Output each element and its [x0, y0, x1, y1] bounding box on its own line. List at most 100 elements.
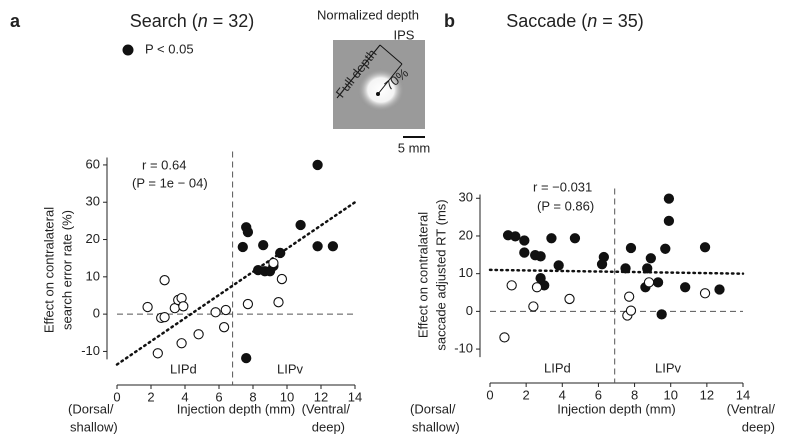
- data-point: [276, 273, 288, 285]
- data-point: [645, 253, 656, 264]
- y-tick-label: 60: [86, 156, 100, 171]
- data-point: [699, 288, 711, 299]
- data-point: [242, 298, 254, 310]
- data-point: [699, 242, 711, 253]
- data-point: [624, 291, 635, 302]
- title-part: n: [587, 11, 597, 31]
- x-tick-label: 2: [523, 387, 530, 402]
- data-point: [510, 231, 521, 242]
- title-part: Search (: [130, 11, 198, 31]
- data-point: [663, 215, 675, 227]
- data-point: [625, 305, 637, 316]
- fit-line: [488, 268, 745, 275]
- inset-arrow: [377, 63, 403, 95]
- data-point: [142, 301, 153, 313]
- x-tick-label: 8: [631, 387, 638, 402]
- data-point: [193, 329, 204, 340]
- x-tick-label: 12: [314, 389, 328, 404]
- x-tick-label: 10: [280, 389, 294, 404]
- data-point: [499, 332, 510, 343]
- data-point: [519, 247, 530, 258]
- x-tick-label: 0: [486, 387, 493, 402]
- y-tick-label: 10: [459, 265, 473, 280]
- data-point: [652, 277, 664, 288]
- data-point: [714, 284, 725, 295]
- x-tick-label: 4: [181, 389, 188, 404]
- data-point: [159, 275, 170, 286]
- data-point: [241, 352, 252, 364]
- data-point: [176, 338, 187, 349]
- data-point: [643, 277, 655, 288]
- data-point: [519, 235, 530, 246]
- annotation: LIPd: [544, 360, 571, 375]
- title-part: = 35): [597, 11, 644, 31]
- inset-arrow: [379, 44, 403, 65]
- data-point: [596, 259, 608, 270]
- y-axis-label: Effect on contralateral: [41, 207, 56, 333]
- data-point: [178, 301, 189, 312]
- annotation: (P = 0.86): [537, 198, 594, 213]
- annotation: LIPd: [170, 361, 197, 376]
- data-point: [535, 251, 546, 262]
- annotation: LIPv: [277, 361, 304, 376]
- data-point: [258, 239, 269, 251]
- data-point: [242, 226, 254, 238]
- title-part: Saccade (: [506, 11, 587, 31]
- data-point: [625, 242, 637, 254]
- y-tick-label: 0: [466, 303, 473, 318]
- x-tick-label: 2: [147, 389, 154, 404]
- data-point: [531, 282, 543, 293]
- data-point: [218, 322, 230, 333]
- x-tick-label: 0: [113, 389, 120, 404]
- annotation: deep): [312, 419, 345, 434]
- x-tick-label: 8: [249, 389, 256, 404]
- annotation: (Ventral/: [727, 401, 776, 416]
- x-axis-label: Injection depth (mm): [557, 401, 676, 416]
- data-point: [680, 282, 691, 293]
- annotation: r = −0.031: [533, 179, 592, 194]
- annotation: (Dorsal/: [410, 401, 456, 416]
- x-tick-label: 6: [215, 389, 222, 404]
- inset-title: Normalized depth: [317, 7, 419, 22]
- y-axis-label: search error rate (%): [59, 210, 74, 330]
- data-point: [159, 311, 170, 323]
- legend-label: P < 0.05: [145, 41, 194, 56]
- data-point: [663, 193, 675, 204]
- y-tick-label: -10: [81, 343, 100, 358]
- data-point: [273, 297, 284, 308]
- x-tick-label: 12: [700, 387, 714, 402]
- data-point: [312, 159, 323, 171]
- x-tick-label: 6: [595, 387, 602, 402]
- x-tick-label: 10: [663, 387, 677, 402]
- annotation: r = 0.64: [142, 157, 186, 172]
- data-point: [327, 241, 339, 252]
- scale-label: 5 mm: [398, 140, 431, 155]
- y-tick-label: 30: [86, 194, 100, 209]
- panel-label: a: [10, 11, 21, 31]
- inset-arrow: [336, 44, 381, 99]
- y-tick-label: 30: [459, 190, 473, 205]
- chart-title: Saccade (n = 35): [506, 11, 644, 31]
- data-point: [506, 280, 517, 291]
- y-axis-label: Effect on contralateral: [415, 212, 430, 338]
- y-tick-label: 20: [86, 231, 100, 246]
- x-tick-label: 14: [348, 389, 362, 404]
- chart-title: Search (n = 32): [130, 11, 255, 31]
- inset-dot: [376, 92, 380, 96]
- data-point: [237, 241, 248, 253]
- data-point: [312, 241, 323, 252]
- data-point: [660, 243, 671, 254]
- annotation: (Ventral/: [302, 401, 351, 416]
- x-axis-label: Injection depth (mm): [177, 401, 296, 416]
- data-point: [564, 293, 575, 305]
- x-tick-label: 14: [736, 387, 750, 402]
- y-tick-label: 0: [93, 306, 100, 321]
- data-point: [210, 307, 221, 318]
- x-tick-label: 4: [559, 387, 566, 402]
- panel-label: b: [444, 11, 455, 31]
- fit-line: [115, 200, 357, 366]
- data-point: [528, 301, 539, 312]
- data-point: [295, 219, 306, 231]
- inset: Normalized depth IPS Full depth 70% 5 mm: [317, 7, 430, 155]
